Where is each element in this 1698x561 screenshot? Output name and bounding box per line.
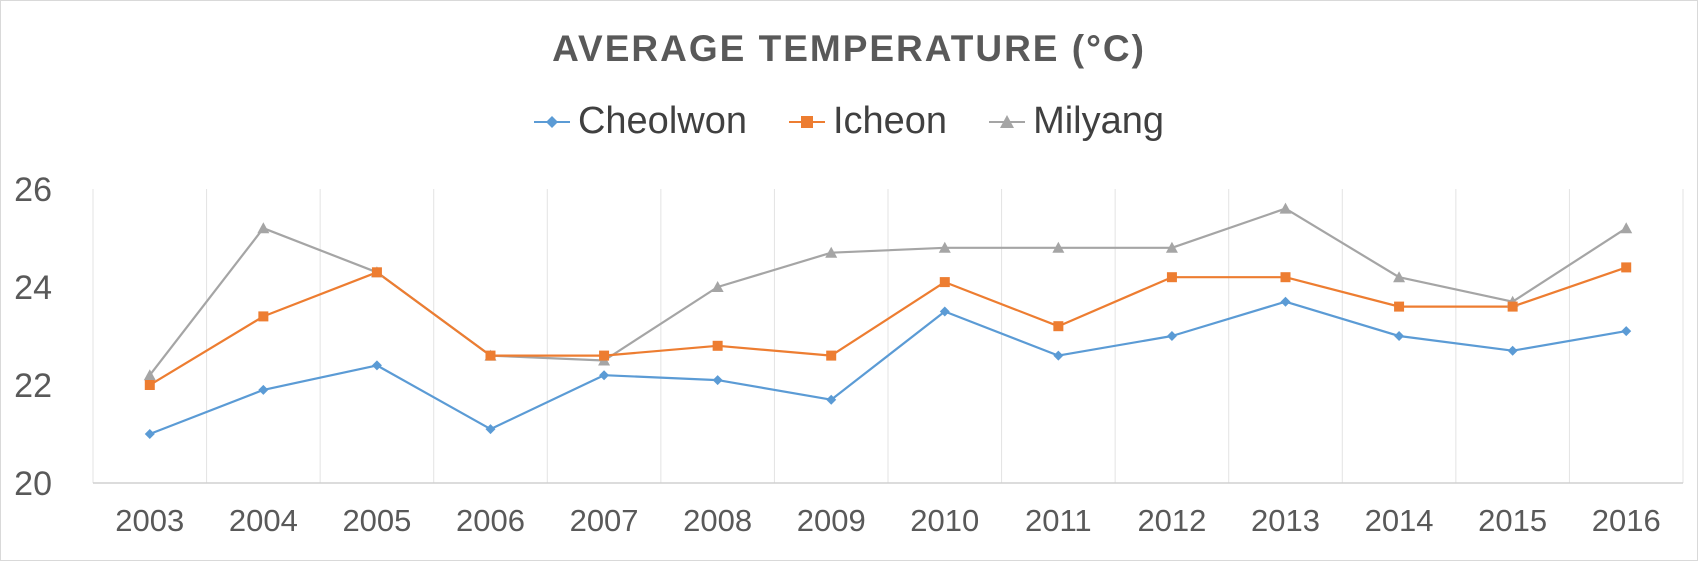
legend-swatch-milyang: [989, 112, 1026, 132]
series-line-cheolwon: [149, 300, 1627, 436]
data-point-milyang: [825, 246, 838, 258]
data-point-cheolwon: [258, 384, 269, 395]
data-point-milyang: [143, 369, 156, 381]
data-point-cheolwon: [1507, 345, 1518, 356]
data-point-milyang: [257, 222, 270, 234]
data-point-cheolwon: [371, 360, 382, 371]
x-tick-label: 2006: [456, 503, 525, 538]
data-point-cheolwon: [599, 370, 610, 381]
data-point-cheolwon: [1621, 326, 1632, 337]
legend-swatch-icheon: [788, 112, 825, 132]
x-tick-label: 2003: [115, 503, 184, 538]
data-point-milyang: [1165, 241, 1178, 253]
x-tick-label: 2015: [1478, 503, 1547, 538]
legend-item-cheolwon: Cheolwon: [533, 100, 747, 143]
data-point-icheon: [1621, 262, 1632, 273]
data-point-cheolwon: [939, 306, 950, 317]
legend-label-cheolwon: Cheolwon: [577, 100, 747, 142]
legend-item-milyang: Milyang: [989, 100, 1164, 143]
data-point-icheon: [826, 350, 837, 361]
x-tick-label: 2010: [910, 503, 979, 538]
data-point-cheolwon: [1053, 350, 1064, 361]
data-point-icheon: [712, 340, 723, 351]
y-tick-label: 24: [14, 269, 52, 307]
data-point-icheon: [485, 350, 496, 361]
data-point-icheon: [1394, 301, 1405, 312]
data-point-milyang: [938, 241, 951, 253]
x-tick-label: 2012: [1137, 503, 1206, 538]
x-tick-label: 2008: [683, 503, 752, 538]
data-point-milyang: [1279, 202, 1292, 214]
y-tick-label: 20: [14, 465, 52, 503]
legend-label-milyang: Milyang: [1033, 100, 1165, 142]
legend-item-icheon: Icheon: [788, 100, 948, 143]
x-tick-label: 2009: [797, 503, 866, 538]
data-point-icheon: [1280, 272, 1291, 283]
data-point-cheolwon: [485, 424, 496, 435]
data-point-cheolwon: [826, 394, 837, 405]
data-point-icheon: [258, 311, 269, 322]
data-point-cheolwon: [712, 375, 723, 386]
x-tick-label: 2013: [1251, 503, 1320, 538]
y-tick-label: 26: [14, 171, 52, 209]
x-tick-label: 2005: [342, 503, 411, 538]
data-point-milyang: [1052, 241, 1065, 253]
x-tick-label: 2004: [229, 503, 298, 538]
data-point-icheon: [1053, 321, 1064, 332]
data-point-cheolwon: [1166, 331, 1177, 341]
x-tick-label: 2007: [570, 503, 639, 538]
x-tick-label: 2011: [1025, 503, 1092, 538]
data-point-icheon: [1507, 301, 1518, 312]
data-point-cheolwon: [144, 429, 155, 439]
data-point-icheon: [939, 277, 950, 288]
data-point-milyang: [1393, 271, 1406, 283]
data-point-icheon: [1166, 272, 1177, 283]
data-point-cheolwon: [1394, 331, 1405, 341]
series-line-icheon: [149, 266, 1627, 386]
legend-label-icheon: Icheon: [832, 100, 948, 142]
data-point-milyang: [1620, 222, 1633, 234]
x-tick-label: 2014: [1365, 503, 1434, 538]
legend: Cheolwon Icheon Milyang: [0, 100, 1698, 143]
data-point-icheon: [371, 267, 382, 278]
data-point-icheon: [599, 350, 610, 361]
y-tick-label: 22: [14, 367, 52, 405]
x-tick-label: 2016: [1592, 503, 1661, 538]
legend-swatch-cheolwon: [533, 112, 570, 132]
data-point-icheon: [144, 380, 155, 390]
chart-title: AVERAGE TEMPERATURE (°C): [552, 28, 1146, 69]
data-point-milyang: [711, 281, 724, 292]
data-point-cheolwon: [1280, 296, 1291, 307]
